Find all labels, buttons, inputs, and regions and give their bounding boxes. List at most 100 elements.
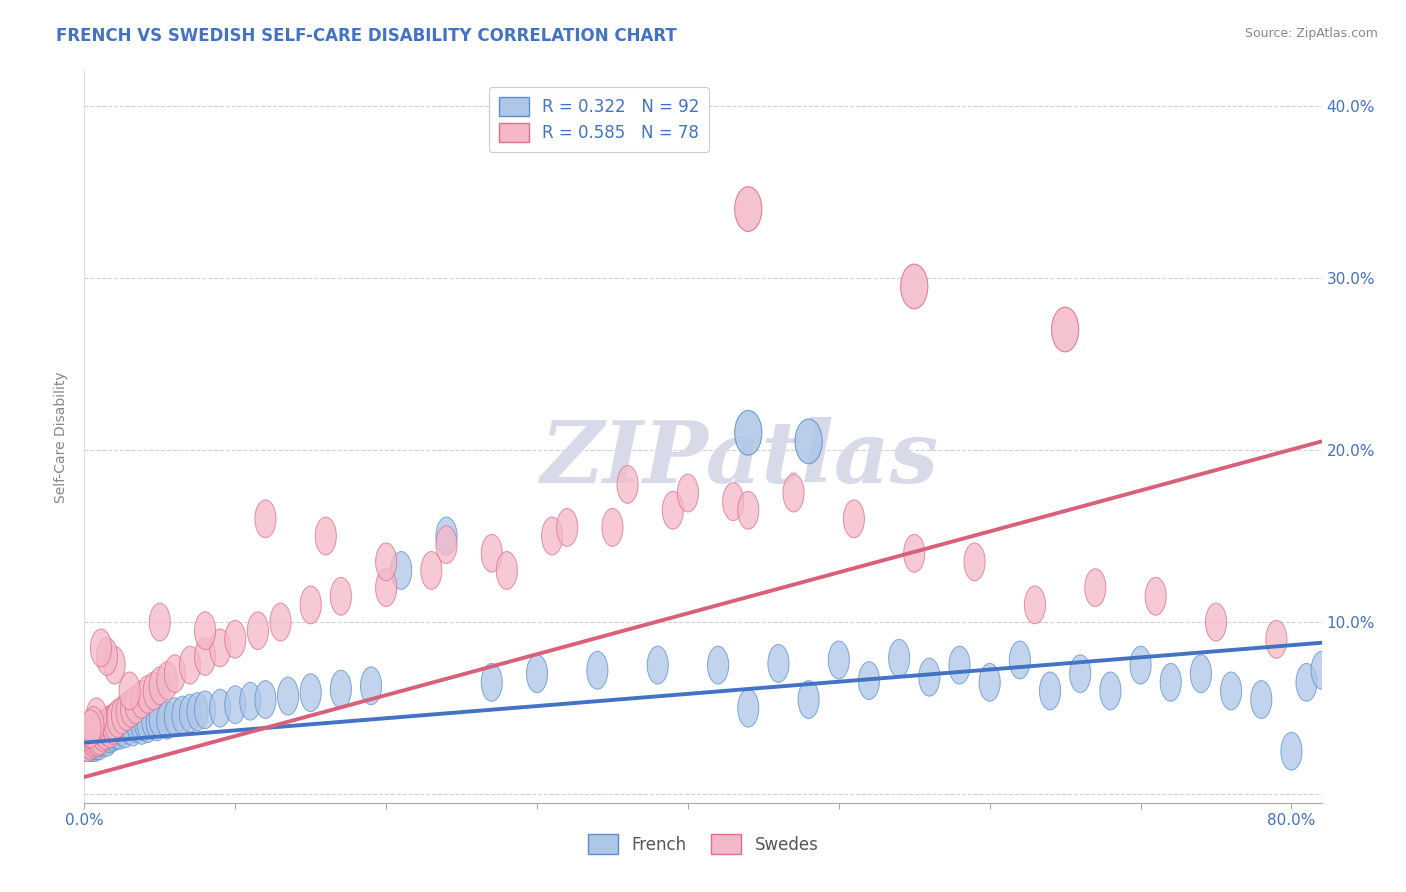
Ellipse shape [420,551,441,590]
Ellipse shape [1144,577,1166,615]
Ellipse shape [96,712,117,749]
Ellipse shape [1070,655,1091,693]
Ellipse shape [134,703,155,741]
Y-axis label: Self-Care Disability: Self-Care Disability [55,371,69,503]
Ellipse shape [194,691,215,729]
Ellipse shape [146,703,167,741]
Ellipse shape [1205,603,1226,641]
Ellipse shape [1039,672,1060,710]
Ellipse shape [360,667,381,705]
Text: FRENCH VS SWEDISH SELF-CARE DISABILITY CORRELATION CHART: FRENCH VS SWEDISH SELF-CARE DISABILITY C… [56,27,678,45]
Ellipse shape [662,491,683,529]
Ellipse shape [844,500,865,538]
Ellipse shape [127,705,148,742]
Ellipse shape [84,718,105,756]
Ellipse shape [79,720,100,758]
Ellipse shape [149,667,170,705]
Ellipse shape [120,706,141,744]
Ellipse shape [901,264,928,309]
Ellipse shape [93,714,114,751]
Ellipse shape [1251,681,1272,718]
Ellipse shape [617,466,638,503]
Ellipse shape [107,710,128,747]
Ellipse shape [84,720,105,758]
Ellipse shape [89,715,110,753]
Ellipse shape [90,717,111,755]
Ellipse shape [1085,569,1107,607]
Ellipse shape [859,662,880,699]
Ellipse shape [1296,664,1317,701]
Ellipse shape [172,696,193,734]
Ellipse shape [157,701,179,739]
Ellipse shape [1191,655,1212,693]
Ellipse shape [97,638,118,675]
Ellipse shape [602,508,623,547]
Ellipse shape [87,714,108,751]
Ellipse shape [77,723,98,762]
Ellipse shape [149,699,170,738]
Ellipse shape [104,646,125,684]
Ellipse shape [496,551,517,590]
Ellipse shape [1099,672,1121,710]
Ellipse shape [678,474,699,512]
Ellipse shape [904,534,925,572]
Ellipse shape [91,718,112,756]
Ellipse shape [526,655,547,693]
Ellipse shape [794,419,823,464]
Ellipse shape [86,718,107,756]
Ellipse shape [143,672,165,710]
Ellipse shape [481,534,502,572]
Ellipse shape [735,410,762,455]
Ellipse shape [83,715,104,753]
Ellipse shape [87,720,108,758]
Ellipse shape [114,710,135,747]
Ellipse shape [96,715,117,753]
Ellipse shape [965,543,986,581]
Ellipse shape [225,620,246,658]
Ellipse shape [557,508,578,547]
Ellipse shape [80,718,101,756]
Ellipse shape [103,714,124,751]
Ellipse shape [87,717,108,755]
Ellipse shape [90,714,111,751]
Ellipse shape [90,712,111,749]
Ellipse shape [1010,641,1031,679]
Ellipse shape [89,717,110,755]
Ellipse shape [1130,646,1152,684]
Ellipse shape [299,586,321,624]
Ellipse shape [799,681,820,718]
Ellipse shape [194,638,215,675]
Ellipse shape [89,718,110,756]
Ellipse shape [108,712,129,749]
Ellipse shape [97,712,118,749]
Ellipse shape [98,714,120,751]
Ellipse shape [138,675,159,714]
Ellipse shape [90,629,111,667]
Ellipse shape [157,662,179,699]
Ellipse shape [481,664,502,701]
Ellipse shape [225,686,246,723]
Ellipse shape [93,710,114,747]
Ellipse shape [82,720,103,758]
Ellipse shape [375,543,396,581]
Ellipse shape [86,715,107,753]
Ellipse shape [117,693,138,731]
Ellipse shape [100,710,121,747]
Ellipse shape [93,717,114,755]
Ellipse shape [87,718,108,756]
Ellipse shape [82,723,103,762]
Ellipse shape [80,722,101,760]
Ellipse shape [541,517,562,555]
Ellipse shape [84,717,105,755]
Ellipse shape [83,720,104,758]
Ellipse shape [142,701,163,739]
Ellipse shape [209,629,231,667]
Ellipse shape [101,705,122,742]
Ellipse shape [1160,664,1181,701]
Ellipse shape [209,690,231,727]
Ellipse shape [84,723,105,762]
Ellipse shape [91,715,112,753]
Text: ZIPatlas: ZIPatlas [541,417,939,500]
Ellipse shape [131,706,152,744]
Ellipse shape [180,694,201,732]
